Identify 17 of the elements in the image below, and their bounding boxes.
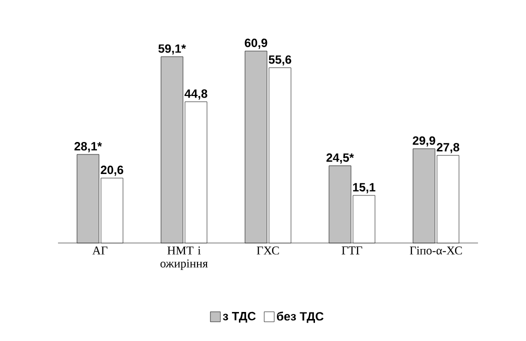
legend-label: без ТДС bbox=[276, 312, 324, 323]
data-label: 29,9 bbox=[412, 136, 436, 147]
x-tick-label: ГТГ bbox=[342, 246, 362, 254]
x-tick-label: НМТ і ожиріння bbox=[160, 246, 208, 270]
data-label: 15,1 bbox=[353, 183, 376, 194]
legend-label: з ТДС bbox=[222, 312, 256, 323]
data-label: 20,6 bbox=[100, 166, 124, 176]
data-label: 44,8 bbox=[184, 89, 208, 100]
data-label: 60,9 bbox=[244, 38, 268, 49]
data-label: 55,6 bbox=[268, 55, 292, 66]
data-label: 59,1* bbox=[158, 44, 186, 54]
x-tick-label: АГ bbox=[92, 246, 108, 254]
data-label: 24,5* bbox=[326, 153, 354, 164]
x-tick-label: ГХС bbox=[256, 246, 279, 255]
x-tick-label: Гіпо-α-ХС bbox=[410, 246, 462, 255]
data-label: 28,1* bbox=[74, 142, 102, 152]
data-label: 27,8 bbox=[436, 142, 460, 154]
